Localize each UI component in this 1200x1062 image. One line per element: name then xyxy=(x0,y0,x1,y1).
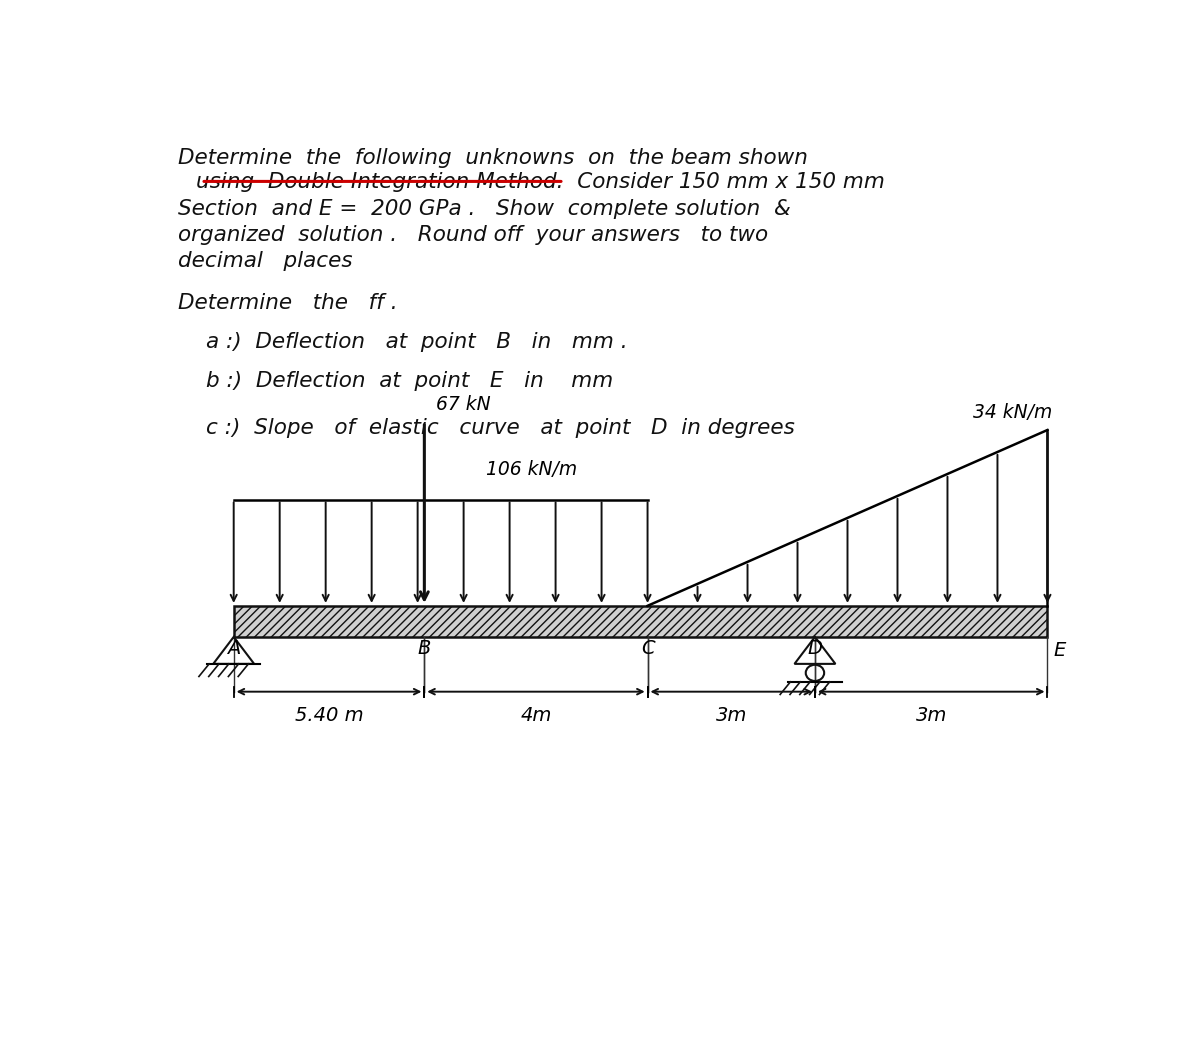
Text: B: B xyxy=(418,639,431,658)
Text: Section  and E =  200 GPa .   Show  complete solution  &: Section and E = 200 GPa . Show complete … xyxy=(178,199,791,219)
Text: C: C xyxy=(641,639,654,658)
Text: D: D xyxy=(808,639,822,658)
Text: using  Double Integration Method.  Consider 150 mm x 150 mm: using Double Integration Method. Conside… xyxy=(197,172,886,192)
Text: 5.40 m: 5.40 m xyxy=(295,706,364,725)
Polygon shape xyxy=(234,605,1048,637)
Text: 67 kN: 67 kN xyxy=(436,395,490,414)
Text: 3m: 3m xyxy=(715,706,746,725)
Text: organized  solution .   Round off  your answers   to two: organized solution . Round off your answ… xyxy=(178,225,768,244)
Text: 106 kN/m: 106 kN/m xyxy=(486,460,577,479)
Text: 4m: 4m xyxy=(521,706,552,725)
Text: a :)  Deflection   at  point   B   in   mm .: a :) Deflection at point B in mm . xyxy=(206,331,628,352)
Text: 3m: 3m xyxy=(916,706,947,725)
Text: 34 kN/m: 34 kN/m xyxy=(973,402,1052,422)
Text: b :)  Deflection  at  point   E   in    mm: b :) Deflection at point E in mm xyxy=(206,371,613,391)
Text: decimal   places: decimal places xyxy=(178,251,353,271)
Text: Determine  the  following  unknowns  on  the beam shown: Determine the following unknowns on the … xyxy=(178,148,808,168)
Text: c :)  Slope   of  elastic   curve   at  point   D  in degrees: c :) Slope of elastic curve at point D i… xyxy=(206,417,794,438)
Text: E: E xyxy=(1054,641,1067,660)
Text: A: A xyxy=(227,639,240,658)
Text: Determine   the   ff .: Determine the ff . xyxy=(178,293,397,312)
